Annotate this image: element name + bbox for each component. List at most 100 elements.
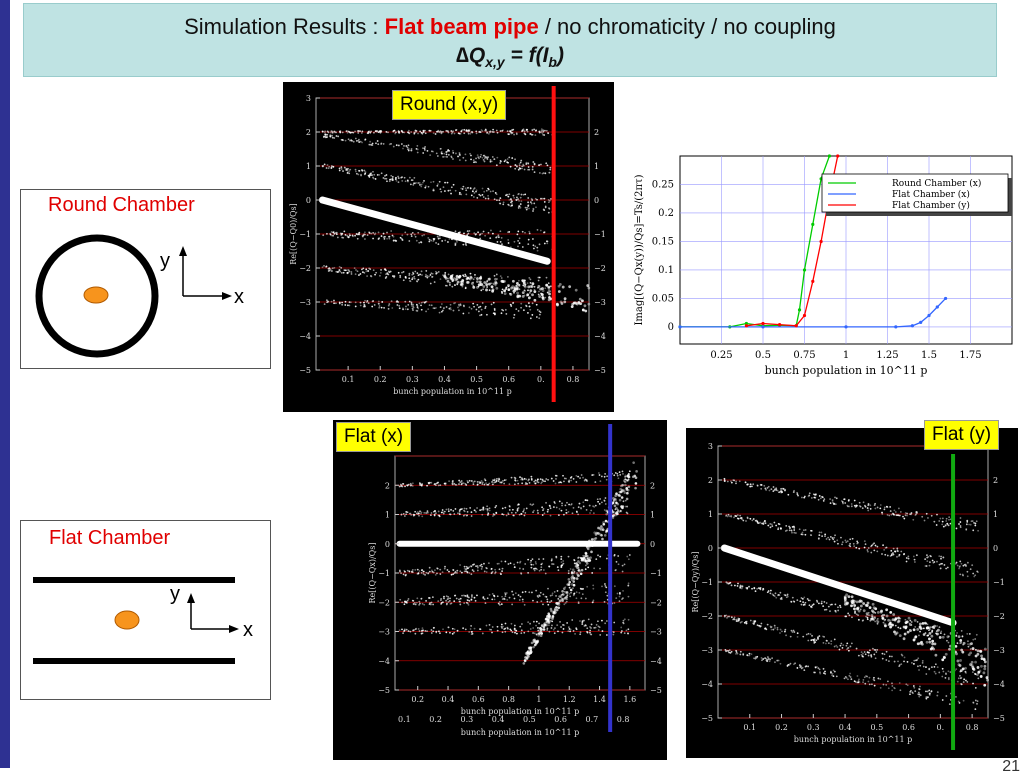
mode-point: [517, 245, 519, 248]
mode-point: [418, 600, 421, 603]
mode-point: [441, 240, 444, 242]
mode-point: [471, 131, 474, 134]
mode-point: [446, 284, 448, 287]
mode-point: [534, 639, 537, 643]
mode-point: [459, 570, 462, 573]
mode-point: [476, 480, 479, 483]
mode-point: [559, 620, 561, 623]
mode-point: [407, 144, 410, 147]
mode-point: [555, 608, 559, 612]
mode-point: [371, 174, 373, 176]
mode-point: [349, 168, 352, 171]
mode-point: [894, 624, 897, 627]
mode-point: [571, 512, 574, 515]
mode-point: [546, 164, 549, 167]
mode-point: [348, 233, 351, 235]
mode-point: [379, 271, 382, 274]
mode-point: [463, 565, 466, 568]
mode-point: [560, 509, 563, 512]
mode-point: [513, 196, 516, 199]
mode-point: [345, 169, 348, 171]
mode-point: [851, 537, 854, 540]
mode-point: [456, 240, 458, 243]
mode-point: [551, 624, 553, 627]
mode-point: [535, 633, 538, 636]
mode-point: [793, 527, 796, 529]
y-right-tick-label: −2: [594, 264, 606, 273]
mode-point: [526, 482, 528, 485]
mode-point: [765, 489, 768, 491]
mode-point: [532, 645, 535, 649]
mode-point: [491, 571, 494, 574]
mode-point: [879, 686, 882, 689]
mode-point: [416, 280, 419, 283]
mode-point: [404, 180, 407, 183]
mode-point: [392, 130, 395, 133]
mode-point: [807, 665, 809, 668]
mode-point: [972, 701, 975, 704]
mode-point: [387, 304, 390, 307]
mode-point: [555, 595, 557, 597]
mode-point: [847, 499, 850, 502]
mode-point: [562, 624, 564, 626]
mode-point: [493, 274, 496, 277]
mode-point: [424, 275, 427, 278]
mode-point: [625, 629, 628, 632]
mode-point: [572, 583, 576, 587]
y-right-tick-label: 1: [993, 510, 998, 519]
mode-point: [434, 484, 437, 487]
mode-point: [434, 270, 437, 273]
mode-point: [582, 505, 585, 508]
mode-point: [503, 598, 506, 601]
mode-point: [533, 288, 536, 291]
mode-point: [867, 680, 870, 683]
mode-point: [565, 600, 568, 603]
mode-point: [723, 477, 726, 480]
mode-point: [892, 547, 895, 550]
mode-point: [849, 538, 852, 541]
mode-point: [621, 483, 624, 487]
mode-point: [726, 515, 729, 518]
mode-point: [625, 488, 629, 491]
mode-point: [615, 511, 619, 514]
mode-point: [544, 572, 547, 575]
mode-point: [476, 594, 478, 597]
mode-point: [546, 629, 549, 631]
mode-point: [547, 289, 551, 293]
mode-point: [775, 524, 778, 527]
mode-point: [415, 239, 418, 242]
mode-point: [846, 540, 849, 543]
mode-point: [506, 598, 509, 601]
mode-point: [397, 175, 400, 178]
mode-point: [957, 677, 960, 680]
mode-point: [333, 131, 336, 134]
mode-point: [522, 130, 524, 132]
mode-point: [395, 144, 398, 147]
mode-point: [381, 301, 384, 303]
mode-point: [402, 271, 405, 273]
mode-point: [442, 186, 445, 189]
mode-point: [948, 703, 951, 706]
mode-point: [357, 132, 360, 134]
mode-point: [933, 520, 936, 523]
mode-point: [504, 593, 507, 596]
mode-point: [546, 598, 549, 601]
mode-point: [417, 132, 419, 135]
mode-point: [476, 277, 479, 280]
mode-point: [531, 165, 534, 168]
mode-point: [502, 625, 504, 628]
mode-point: [406, 511, 409, 514]
mode-point: [481, 483, 484, 485]
mode-point: [527, 646, 531, 650]
mode-point: [540, 600, 543, 603]
mode-point: [410, 301, 413, 304]
mode-point: [436, 572, 438, 575]
y-tick-label: 0: [668, 322, 674, 333]
mode-point: [528, 168, 531, 171]
mode-point: [527, 651, 531, 655]
mode-point: [362, 267, 365, 270]
mode-point: [601, 537, 604, 541]
mode-point: [527, 205, 530, 207]
mode-point: [790, 529, 793, 532]
mode-point: [435, 272, 438, 275]
